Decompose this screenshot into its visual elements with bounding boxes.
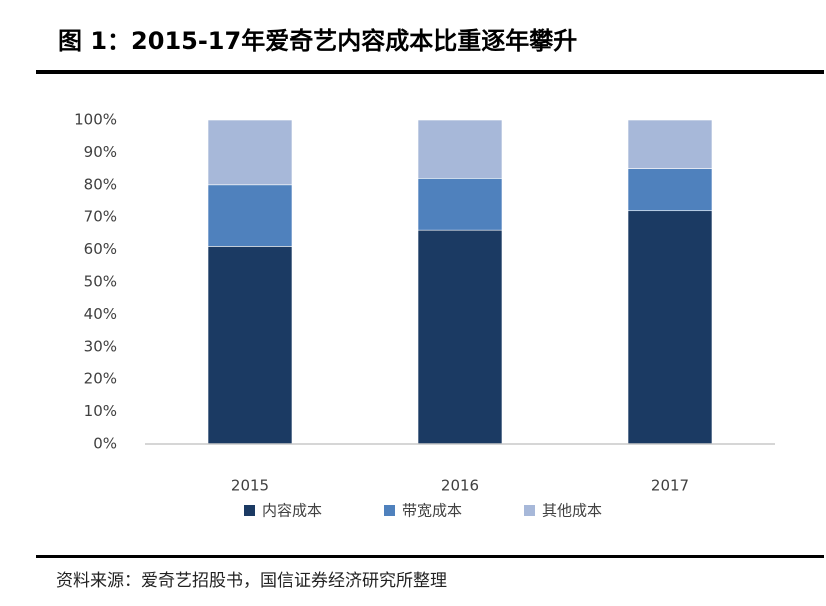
bar-segment	[207, 246, 293, 445]
chart-title: 图 1：2015-17年爱奇艺内容成本比重逐年攀升	[58, 27, 577, 55]
title-rule	[36, 70, 824, 74]
legend-swatch	[384, 505, 395, 516]
x-tick-label: 2016	[441, 477, 479, 495]
y-tick-label: 50%	[84, 273, 117, 291]
y-tick-label: 30%	[84, 337, 117, 355]
y-tick-label: 80%	[84, 175, 117, 193]
bar-segment	[207, 119, 293, 186]
legend-label: 其他成本	[542, 502, 602, 520]
source-rule	[36, 555, 824, 558]
legend-swatch	[244, 505, 255, 516]
bar-segment	[627, 210, 713, 445]
y-tick-label: 100%	[74, 111, 117, 129]
legend-label: 内容成本	[262, 502, 322, 520]
bar-segment	[417, 178, 503, 231]
x-tick-label: 2015	[231, 477, 269, 495]
x-tick-label: 2017	[651, 477, 689, 495]
y-tick-label: 70%	[84, 208, 117, 226]
bar-segment	[627, 168, 713, 212]
legend-swatch	[524, 505, 535, 516]
y-tick-label: 40%	[84, 305, 117, 323]
bar-segment	[207, 184, 293, 247]
legend-label: 带宽成本	[402, 502, 462, 520]
source-note: 资料来源：爱奇艺招股书，国信证券经济研究所整理	[56, 571, 447, 591]
bar-segment	[627, 119, 713, 169]
y-tick-label: 60%	[84, 240, 117, 258]
y-tick-label: 10%	[84, 402, 117, 420]
y-tick-label: 0%	[93, 435, 117, 453]
y-tick-label: 20%	[84, 370, 117, 388]
bar-segment	[417, 119, 503, 179]
y-tick-label: 90%	[84, 143, 117, 161]
bar-segment	[417, 229, 503, 445]
